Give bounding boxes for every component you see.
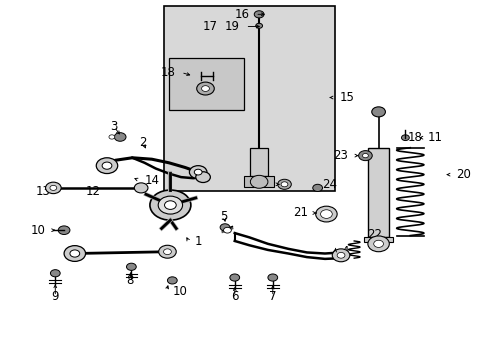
Text: 24: 24 (322, 178, 337, 191)
Circle shape (229, 274, 239, 281)
Text: 4: 4 (340, 244, 348, 257)
Circle shape (158, 245, 176, 258)
Circle shape (164, 201, 176, 210)
Circle shape (194, 169, 202, 175)
Circle shape (150, 190, 190, 220)
Bar (244, 176, 273, 187)
Text: 8: 8 (126, 274, 133, 287)
Circle shape (109, 135, 115, 139)
Text: 10: 10 (31, 224, 45, 237)
Circle shape (96, 158, 118, 174)
Text: 19: 19 (224, 20, 239, 33)
Circle shape (201, 86, 209, 91)
Bar (363, 237, 392, 242)
Circle shape (58, 226, 70, 234)
Circle shape (277, 179, 291, 189)
Circle shape (336, 252, 344, 258)
Circle shape (358, 150, 371, 161)
Text: 1: 1 (194, 235, 202, 248)
Text: 25: 25 (254, 178, 269, 191)
Circle shape (189, 166, 206, 179)
Circle shape (70, 250, 80, 257)
Circle shape (312, 184, 322, 192)
Circle shape (50, 270, 60, 277)
Circle shape (255, 23, 262, 28)
Text: 2: 2 (139, 136, 146, 149)
Bar (250, 148, 267, 176)
Circle shape (102, 162, 112, 169)
Text: 12: 12 (86, 185, 101, 198)
Text: 23: 23 (332, 149, 347, 162)
Circle shape (250, 175, 267, 188)
Text: 17: 17 (202, 20, 217, 33)
Circle shape (163, 249, 171, 255)
Text: 13: 13 (36, 185, 51, 198)
Text: 6: 6 (230, 290, 238, 303)
Circle shape (267, 274, 277, 281)
Text: 11: 11 (427, 131, 442, 144)
Text: 16: 16 (234, 8, 249, 21)
Circle shape (331, 249, 349, 262)
Text: 20: 20 (456, 168, 470, 181)
Text: 21: 21 (292, 207, 307, 220)
Text: 18: 18 (160, 66, 175, 79)
Circle shape (196, 82, 214, 95)
Text: 7: 7 (268, 290, 276, 303)
Circle shape (195, 172, 210, 183)
Circle shape (315, 206, 336, 222)
Text: 22: 22 (366, 228, 382, 241)
Circle shape (254, 11, 264, 18)
Circle shape (281, 182, 287, 187)
Circle shape (220, 224, 229, 231)
Circle shape (45, 182, 61, 194)
Text: 10: 10 (172, 285, 187, 298)
Circle shape (64, 246, 85, 261)
Circle shape (167, 277, 177, 284)
Bar (163, 6, 334, 191)
Text: 18: 18 (407, 131, 422, 144)
Text: 15: 15 (339, 91, 354, 104)
Circle shape (371, 107, 385, 117)
Text: 9: 9 (51, 290, 59, 303)
Circle shape (126, 263, 136, 270)
Bar (367, 148, 388, 237)
Circle shape (362, 153, 367, 158)
Circle shape (114, 133, 126, 141)
Text: 5: 5 (220, 210, 227, 223)
Circle shape (367, 236, 388, 252)
Text: 14: 14 (144, 174, 159, 186)
Circle shape (373, 240, 383, 247)
Circle shape (158, 196, 182, 214)
Circle shape (223, 227, 231, 233)
Circle shape (134, 183, 148, 193)
Circle shape (50, 185, 57, 190)
Bar (168, 58, 244, 110)
Circle shape (320, 210, 331, 219)
Circle shape (401, 135, 408, 140)
Text: 3: 3 (110, 121, 118, 134)
